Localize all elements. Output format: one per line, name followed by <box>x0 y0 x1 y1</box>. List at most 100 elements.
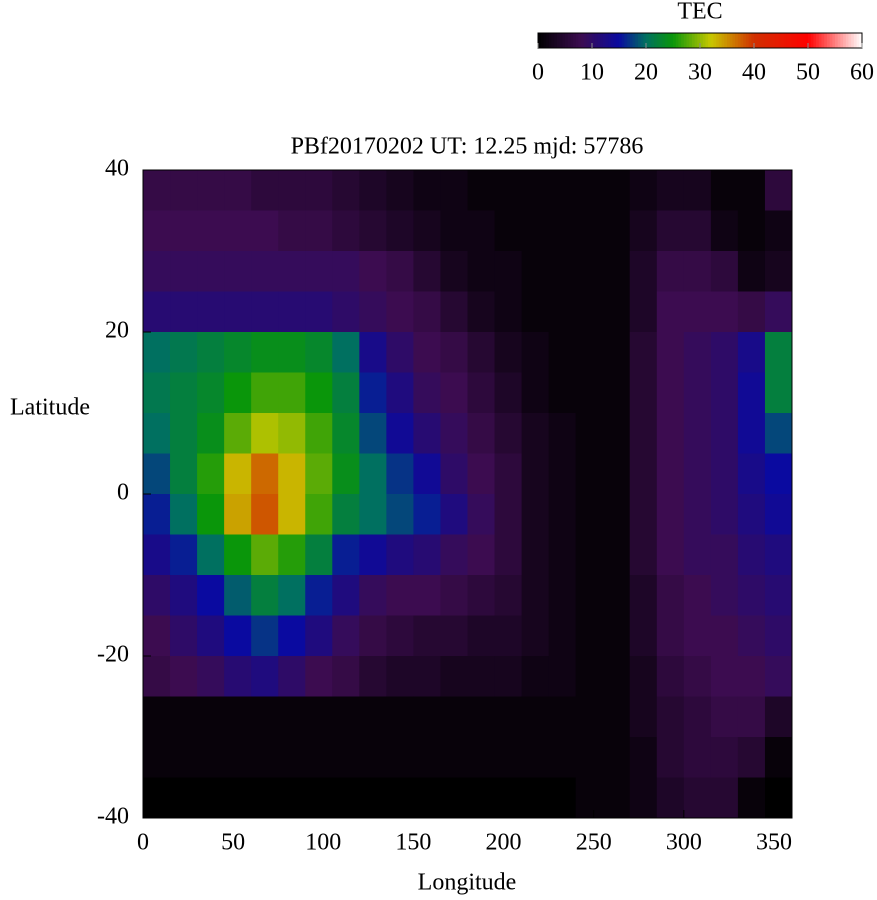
colorbar-swatch <box>546 33 550 48</box>
heat-cell <box>710 170 739 211</box>
heat-cell <box>602 453 631 495</box>
heat-cell <box>575 534 604 576</box>
heat-cell <box>737 413 766 454</box>
heat-cell <box>278 170 306 211</box>
heat-cell <box>602 332 631 373</box>
heat-cell <box>143 494 171 535</box>
heat-cell <box>602 575 631 616</box>
heat-cell <box>575 615 604 657</box>
heat-cell <box>710 453 739 495</box>
heat-cell <box>359 777 387 819</box>
colorbar-swatch <box>602 33 606 48</box>
heat-cell <box>332 696 360 738</box>
heat-cell <box>143 413 171 454</box>
colorbar-swatch <box>562 33 566 48</box>
colorbar-swatch <box>575 33 579 48</box>
heat-cell <box>224 534 252 576</box>
heat-cell <box>413 170 441 211</box>
colorbar-swatch <box>737 33 741 48</box>
heat-cell <box>224 413 252 454</box>
heat-cell <box>467 615 496 657</box>
heat-cell <box>737 210 766 252</box>
heat-cell <box>440 453 468 495</box>
heat-cell <box>737 656 766 697</box>
heat-cell <box>386 575 414 616</box>
heat-cell <box>764 210 793 252</box>
heat-cell <box>629 777 658 819</box>
colorbar-swatch <box>775 33 779 48</box>
heat-cell <box>359 210 387 252</box>
heat-cell <box>656 332 685 373</box>
heat-cell <box>656 453 685 495</box>
heat-cell <box>629 170 658 211</box>
heat-cell <box>521 737 550 778</box>
heat-cell <box>197 291 225 333</box>
heat-cell <box>467 413 496 454</box>
heat-cell <box>575 494 604 535</box>
heat-cell <box>575 372 604 414</box>
heat-cell <box>251 737 279 778</box>
heat-cell <box>629 332 658 373</box>
colorbar-swatch <box>619 33 623 48</box>
colorbar-swatch <box>786 33 790 48</box>
colorbar-swatch <box>729 33 733 48</box>
heat-cell <box>359 534 387 576</box>
heat-cell <box>224 170 252 211</box>
heat-cell <box>197 777 225 819</box>
heat-cell <box>359 332 387 373</box>
y-tick-label: -40 <box>97 804 129 830</box>
heat-cell <box>332 615 360 657</box>
heat-cell <box>359 251 387 292</box>
y-tick-label: 0 <box>117 480 129 506</box>
heat-cell <box>305 210 333 252</box>
colorbar-swatch <box>848 33 852 48</box>
heat-cell <box>332 170 360 211</box>
heat-cell <box>359 170 387 211</box>
colorbar-swatch <box>783 33 787 48</box>
heat-cell <box>170 575 198 616</box>
heat-cell <box>224 575 252 616</box>
heat-cell <box>440 494 468 535</box>
colorbar-swatch <box>791 33 795 48</box>
heat-cell <box>197 575 225 616</box>
heat-cell <box>224 210 252 252</box>
heat-cell <box>467 170 496 211</box>
heat-cell <box>548 534 577 576</box>
heat-cell <box>278 494 306 535</box>
heat-cell <box>386 413 414 454</box>
heat-cell <box>143 453 171 495</box>
colorbar-swatch <box>721 33 725 48</box>
heat-cell <box>386 656 414 697</box>
heat-cell <box>710 696 739 738</box>
heat-cell <box>683 210 712 252</box>
heat-cell <box>386 210 414 252</box>
heat-cell <box>656 737 685 778</box>
heat-cell <box>413 413 441 454</box>
colorbar-swatch <box>821 33 825 48</box>
colorbar-tick-label: 50 <box>796 60 820 86</box>
heat-cell <box>413 534 441 576</box>
heat-cell <box>629 291 658 333</box>
heat-cell <box>143 332 171 373</box>
heat-cell <box>764 575 793 616</box>
colorbar-swatch <box>551 33 555 48</box>
colorbar-swatch <box>648 33 652 48</box>
colorbar-swatch <box>810 33 814 48</box>
heat-cell <box>170 332 198 373</box>
heat-cell <box>683 696 712 738</box>
heat-cell <box>413 372 441 414</box>
heat-cell <box>305 453 333 495</box>
heat-cell <box>305 777 333 819</box>
heat-cell <box>548 291 577 333</box>
heat-cell <box>359 291 387 333</box>
heat-cell <box>413 453 441 495</box>
heat-cell <box>710 210 739 252</box>
heat-cell <box>629 413 658 454</box>
heat-cell <box>737 291 766 333</box>
heat-cell <box>629 575 658 616</box>
heat-cell <box>494 696 523 738</box>
colorbar-swatch <box>727 33 731 48</box>
colorbar-tick-label: 0 <box>532 60 544 86</box>
heat-cell <box>521 494 550 535</box>
heat-cell <box>494 737 523 778</box>
